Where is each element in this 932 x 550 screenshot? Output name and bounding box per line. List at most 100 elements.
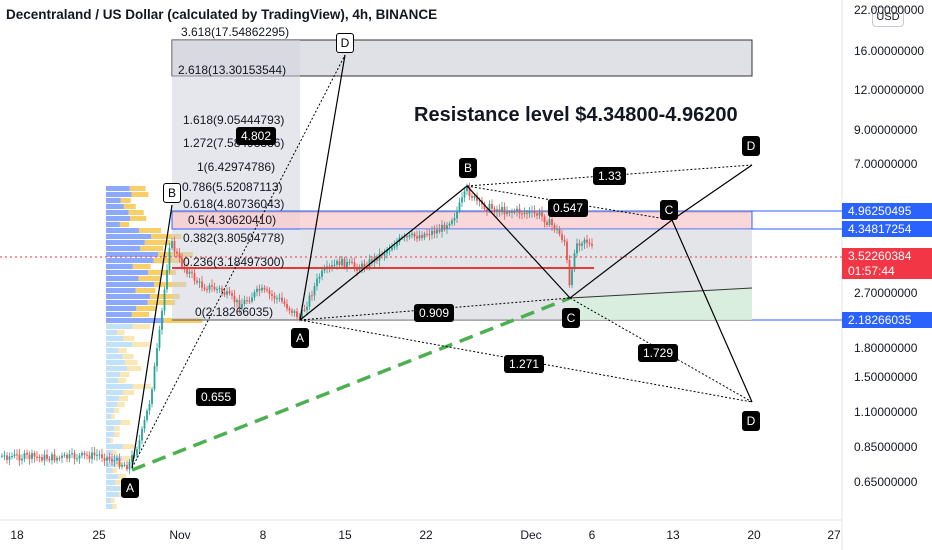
- candle-body: [493, 208, 496, 212]
- time-tick: 13: [666, 528, 680, 542]
- ratio-label[interactable]: 1.33: [593, 167, 627, 185]
- candle-body: [503, 206, 506, 214]
- candle-body: [536, 213, 538, 216]
- candle-body: [558, 229, 561, 235]
- pattern-point-c[interactable]: C: [660, 200, 678, 220]
- candle-body: [311, 295, 313, 297]
- candle-body: [566, 241, 568, 260]
- volume-profile-bar: [112, 504, 117, 509]
- pattern-point-a[interactable]: A: [291, 328, 309, 348]
- candle-body: [413, 233, 416, 237]
- pattern-point-b[interactable]: B: [163, 183, 181, 203]
- pattern-point-d[interactable]: D: [742, 411, 760, 431]
- candle-body: [206, 289, 208, 291]
- time-tick: 22: [419, 528, 433, 542]
- candle-body: [31, 453, 33, 459]
- candle-body: [163, 289, 166, 311]
- candle-body: [171, 241, 173, 249]
- volume-profile-bar: [106, 264, 133, 269]
- volume-profile-bar: [114, 426, 120, 431]
- volume-profile-bar: [106, 246, 141, 251]
- pattern-point-a[interactable]: A: [121, 478, 139, 498]
- ratio-label[interactable]: 0.547: [548, 199, 589, 217]
- volume-profile-bar: [106, 444, 123, 449]
- pattern-point-c[interactable]: C: [562, 308, 580, 328]
- candle-body: [483, 204, 486, 210]
- candle-body: [123, 464, 126, 466]
- ratio-label[interactable]: 4.802: [236, 127, 277, 145]
- volume-profile-bar: [106, 198, 121, 203]
- candle-body: [36, 456, 38, 458]
- candle-body: [426, 233, 428, 235]
- candle-body: [141, 428, 143, 441]
- candle-body: [263, 287, 266, 290]
- fib-label: 2.618(13.30153544): [178, 63, 287, 77]
- ratio-label[interactable]: 1.271: [504, 355, 545, 373]
- candle-body: [283, 301, 286, 305]
- volume-profile-bar: [106, 468, 113, 473]
- candle-body: [58, 457, 61, 459]
- volume-profile-bar: [106, 312, 132, 317]
- volume-profile-bar: [122, 336, 135, 341]
- candle-body: [473, 195, 476, 198]
- candle-body: [181, 258, 183, 267]
- volume-profile-bar: [106, 396, 120, 401]
- candle-body: [433, 230, 436, 234]
- candle-body: [228, 291, 231, 294]
- candle-body: [586, 239, 588, 243]
- pattern-point-b[interactable]: B: [459, 158, 477, 178]
- candle-body: [461, 197, 463, 203]
- candle-body: [443, 224, 446, 230]
- ratio-label[interactable]: 1.729: [638, 344, 679, 362]
- candle-body: [491, 203, 493, 209]
- candle-body: [211, 285, 213, 287]
- candle-body: [408, 235, 411, 237]
- ratio-label[interactable]: 0.909: [414, 304, 455, 322]
- volume-profile-bar: [106, 384, 133, 389]
- volume-profile-bar: [136, 306, 157, 311]
- candle-body: [1, 455, 3, 457]
- volume-profile-bar: [129, 186, 146, 191]
- candle-body: [423, 233, 426, 238]
- volume-profile-bar: [106, 492, 119, 497]
- candle-body: [523, 212, 526, 214]
- candle-body: [203, 287, 206, 290]
- candle-body: [463, 191, 466, 198]
- candle-body: [508, 212, 511, 214]
- candle-body: [71, 453, 73, 455]
- candle-body: [83, 453, 86, 455]
- candle-body: [546, 222, 548, 225]
- volume-profile-bar: [118, 378, 127, 383]
- time-tick: Dec: [520, 528, 542, 542]
- candle-body: [316, 278, 318, 287]
- pattern-point-d[interactable]: D: [742, 136, 760, 156]
- price-tick: 9.00000000: [854, 123, 918, 137]
- candle-body: [106, 457, 108, 461]
- candle-body: [103, 458, 106, 461]
- candle-body: [16, 454, 18, 456]
- candle-body: [46, 454, 48, 459]
- candle-body: [213, 286, 216, 290]
- candle-body: [488, 203, 491, 211]
- candle-body: [21, 458, 23, 461]
- volume-profile-bar: [128, 210, 144, 215]
- candle-body: [396, 242, 398, 247]
- ratio-label[interactable]: 0.655: [196, 388, 237, 406]
- candle-body: [201, 281, 203, 288]
- price-badge: 4.96250495: [842, 203, 932, 219]
- volume-profile-bar: [106, 204, 124, 209]
- pattern-point-d[interactable]: D: [336, 33, 354, 53]
- time-tick: 20: [747, 528, 761, 542]
- candle-body: [266, 289, 268, 291]
- volume-profile-bar: [106, 222, 120, 227]
- candle-body: [66, 454, 68, 459]
- candle-body: [91, 452, 93, 460]
- candle-body: [346, 261, 348, 268]
- volume-profile-bar: [119, 396, 128, 401]
- volume-profile-bar: [147, 300, 176, 305]
- currency-button[interactable]: USD: [872, 7, 904, 27]
- resistance-annotation: Resistance level $4.34800-4.96200: [414, 104, 738, 126]
- candle-body: [548, 219, 551, 225]
- volume-profile-bar: [106, 228, 140, 233]
